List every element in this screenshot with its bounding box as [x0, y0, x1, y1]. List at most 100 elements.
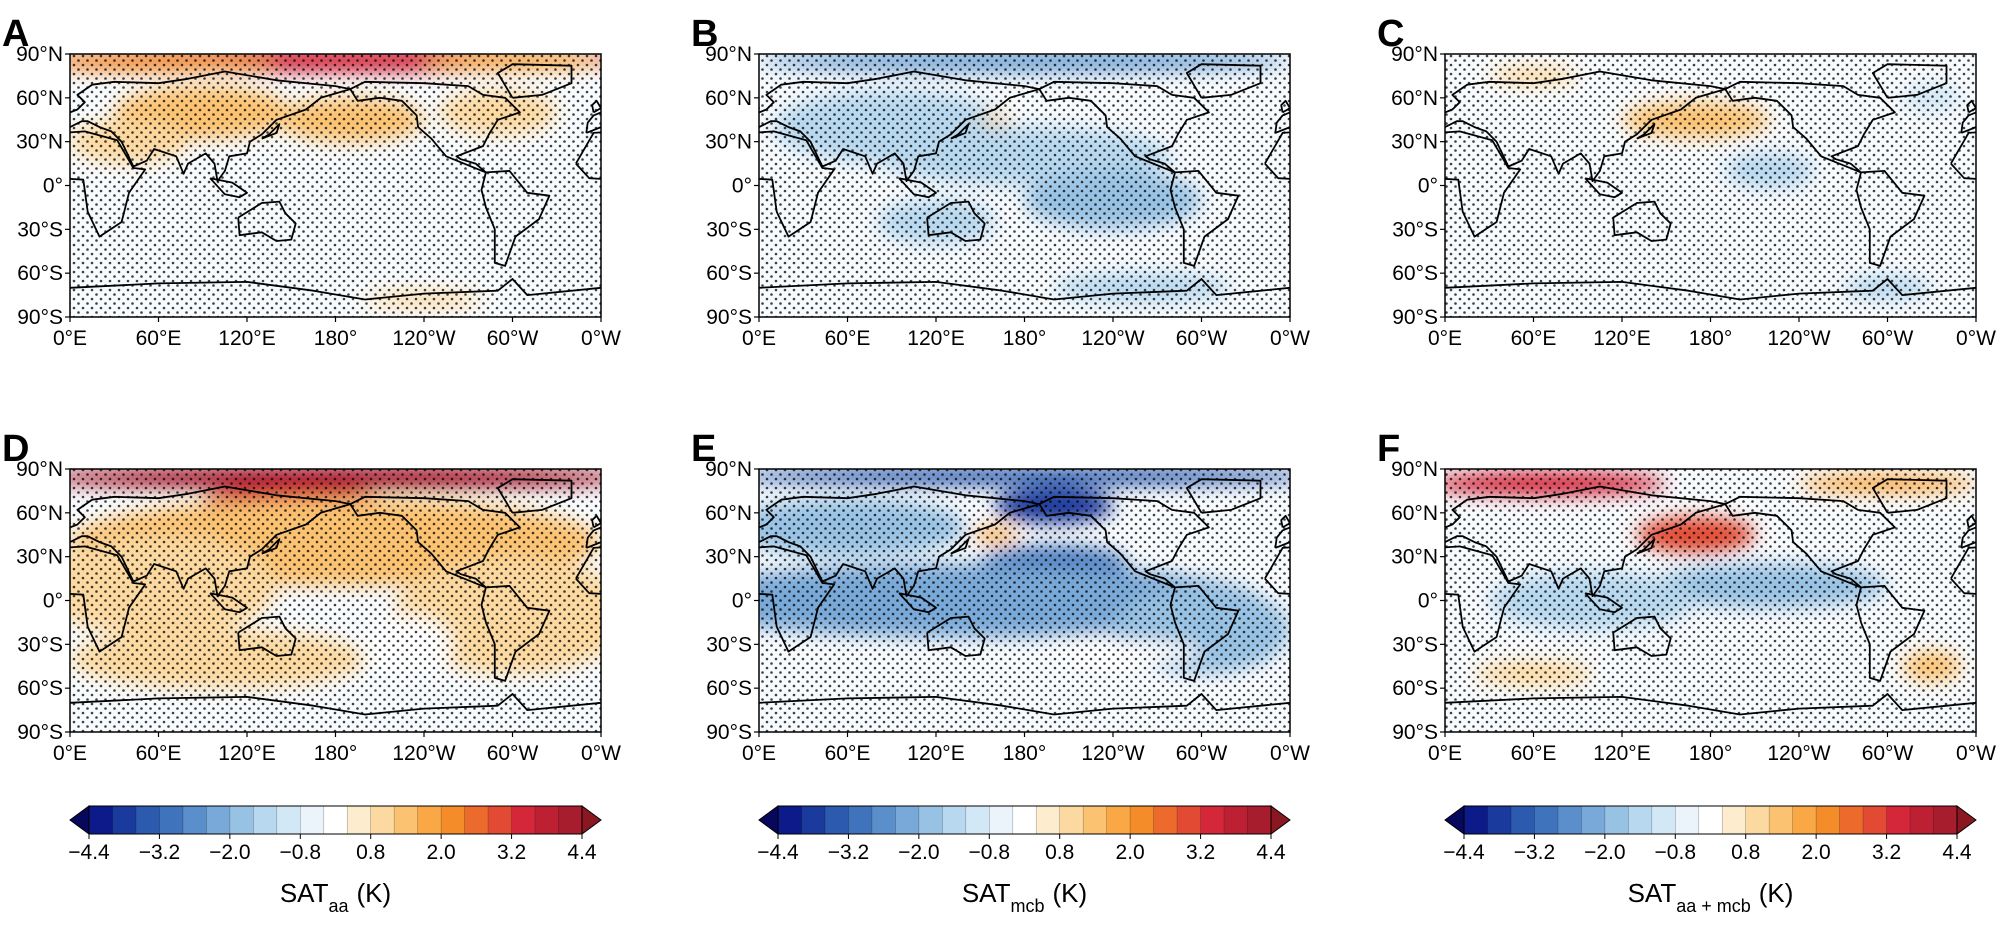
map-field — [759, 469, 1290, 732]
coastline — [261, 538, 281, 555]
colorbar-box — [1106, 806, 1131, 834]
x-tick-label: 120°E — [1593, 327, 1650, 350]
coastline — [70, 485, 352, 597]
x-tick-label: 60°E — [1511, 742, 1557, 765]
colorbar-box — [871, 806, 896, 834]
colorbar-box — [1698, 806, 1723, 834]
colorbar-tick-label: 4.4 — [567, 841, 597, 864]
y-tick-label: 30°N — [705, 546, 752, 569]
colorbar-box — [229, 806, 254, 834]
coastline — [1871, 478, 1948, 514]
y-tick-label: 0° — [43, 590, 63, 613]
x-tick-label: 60°W — [1176, 742, 1228, 765]
coastline — [759, 693, 1290, 716]
colorbar-tick-label: −2.0 — [898, 841, 939, 864]
y-tick-label: 30°N — [705, 131, 752, 154]
colorbar-box — [1722, 806, 1747, 834]
colorbar-box — [1534, 806, 1559, 834]
coastline — [1445, 278, 1976, 301]
significance-stipple — [1445, 54, 1976, 317]
y-tick-label: 60°S — [1392, 262, 1438, 285]
colorbar-frame — [777, 805, 1272, 835]
map-panel: A90°N 60°N 30°N 0° 30°S 60°S 90°S0°E 60°E 120°E 1… — [2, 13, 621, 350]
coastline — [1855, 585, 1926, 682]
coastline — [70, 278, 601, 301]
label-sub: mcb — [1010, 896, 1044, 916]
colorbar-tick-label: −0.8 — [969, 841, 1010, 864]
x-tick-label: 120°E — [1593, 742, 1650, 765]
colorbar-tick-label: 2.0 — [427, 841, 456, 864]
significance-stipple — [1445, 469, 1976, 732]
y-tick-label: 90°N — [705, 458, 752, 481]
y-tick-label: 60°S — [706, 677, 752, 700]
colorbar-box — [1153, 806, 1178, 834]
x-tick-label: 180° — [1689, 742, 1732, 765]
colorbar-tick-label: −0.8 — [1655, 841, 1696, 864]
map-field — [70, 469, 601, 732]
coastline — [926, 200, 986, 242]
colorbar-tick-label: −4.4 — [1443, 841, 1485, 864]
coastline — [1445, 130, 1522, 238]
colorbar-box — [848, 806, 873, 834]
colorbar-box — [1628, 806, 1653, 834]
y-tick-label: 30°S — [1392, 633, 1438, 656]
coastline — [926, 615, 986, 657]
coastline — [1584, 592, 1623, 614]
colorbar-tick-label: 2.0 — [1802, 841, 1831, 864]
coastline — [480, 585, 551, 682]
y-tick-label: 60°N — [705, 87, 752, 110]
x-tick-label: 60°W — [1862, 742, 1914, 765]
y-tick-label: 60°N — [1391, 502, 1438, 525]
colorbar-box — [347, 806, 372, 834]
x-tick-label: 180° — [1003, 327, 1046, 350]
coastline — [1584, 177, 1623, 199]
y-tick-label: 0° — [1418, 590, 1438, 613]
label-base: SAT — [280, 878, 329, 908]
label-sub: aa — [328, 896, 349, 916]
colorbar-box — [1510, 806, 1535, 834]
coastline — [70, 693, 601, 716]
colorbar-box — [417, 806, 442, 834]
colorbar-box — [1792, 806, 1817, 834]
significance-stipple — [70, 54, 601, 317]
colorbar-tick-label: −4.4 — [757, 841, 799, 864]
colorbar-box — [1487, 806, 1512, 834]
colorbar-box — [1012, 806, 1037, 834]
coastline — [1724, 80, 1896, 174]
y-tick-label: 0° — [43, 175, 63, 198]
colorbar-tick-label: −2.0 — [209, 841, 250, 864]
colorbar-box — [1769, 806, 1793, 834]
coastline — [1855, 170, 1926, 267]
x-tick-label: 0°E — [53, 742, 87, 765]
y-tick-label: 90°N — [1391, 458, 1438, 481]
x-tick-label: 120°W — [1081, 742, 1144, 765]
y-tick-label: 90°S — [17, 721, 63, 744]
coastline — [349, 495, 521, 589]
colorbar: −4.4 −3.2 −2.0 −0.8 0.8 2.0 3.2 4.4 SATmcb (K) — [757, 805, 1291, 916]
colorbar-box — [942, 806, 967, 834]
coastline — [496, 478, 573, 514]
colorbar-box — [1651, 806, 1676, 834]
panel-letter: E — [691, 428, 716, 470]
y-tick-label: 30°N — [1391, 546, 1438, 569]
colorbar-box — [778, 806, 802, 834]
coastline — [209, 592, 248, 614]
colorbar-tick-label: −0.8 — [280, 841, 321, 864]
x-tick-label: 180° — [314, 327, 357, 350]
colorbar-box — [1886, 806, 1911, 834]
coastline — [1966, 99, 1976, 114]
colorbar-box — [89, 806, 113, 834]
colorbar-label: SATaa (K) — [280, 878, 391, 916]
x-tick-label: 120°W — [1767, 327, 1830, 350]
significance-stipple — [759, 54, 1290, 317]
map-field — [759, 54, 1290, 317]
map-panel: E90°N 60°N 30°N 0° 30°S 60°S 90°S0°E 60°E 120°E 1… — [691, 428, 1310, 765]
colorbar-box — [1200, 806, 1225, 834]
y-tick-label: 60°N — [705, 502, 752, 525]
colorbar-tick-label: −4.4 — [68, 841, 110, 864]
x-tick-label: 0°E — [742, 742, 776, 765]
colorbar-tick-label: −2.0 — [1584, 841, 1625, 864]
coastline — [1185, 63, 1262, 99]
colorbar-box — [1083, 806, 1107, 834]
y-tick-label: 30°S — [1392, 218, 1438, 241]
